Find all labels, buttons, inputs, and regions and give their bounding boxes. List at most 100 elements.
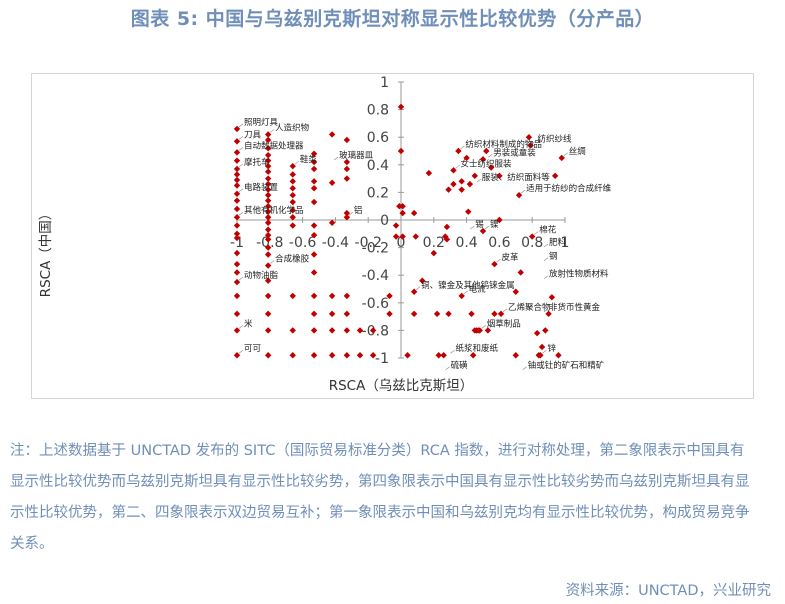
- data-point: [533, 329, 541, 337]
- annotation-leader: [348, 212, 354, 216]
- data-point: [369, 352, 377, 359]
- annotation-leader: [463, 290, 468, 295]
- data-point: [233, 230, 241, 237]
- data-point: [558, 154, 565, 162]
- data-point: [264, 136, 272, 144]
- x-axis-label: RSCA（乌兹比克斯坦）: [329, 378, 474, 394]
- annotation-label: 适用于纺纱的合成纤维: [526, 183, 612, 194]
- data-point: [443, 223, 451, 231]
- data-point: [410, 209, 418, 217]
- data-point: [471, 172, 478, 180]
- annotation-label: 鞋类: [300, 154, 318, 165]
- data-point: [491, 260, 498, 268]
- data-point: [419, 277, 426, 284]
- data-point: [264, 151, 272, 159]
- annotation-leader: [415, 286, 421, 291]
- data-point: [517, 269, 524, 276]
- data-point: [397, 103, 405, 111]
- x-tick-label: 1: [561, 235, 570, 251]
- data-point: [310, 327, 318, 334]
- data-point: [264, 292, 272, 300]
- data-point: [289, 178, 296, 185]
- x-tick-label: 0.4: [455, 235, 477, 251]
- data-point: [479, 156, 487, 163]
- data-point: [310, 222, 318, 229]
- annotation-label: 合成橡胶: [275, 254, 310, 265]
- x-tick-label: -1: [230, 235, 244, 251]
- data-point: [450, 180, 457, 188]
- annotation-leader: [269, 260, 275, 264]
- data-point: [410, 288, 418, 295]
- annotation-label: 男装或童装: [493, 147, 536, 158]
- data-point: [310, 251, 318, 258]
- data-point: [310, 150, 318, 157]
- x-tick-label: 0.8: [521, 235, 543, 251]
- data-point: [343, 327, 351, 334]
- x-tick-label: 0: [397, 235, 406, 251]
- data-point: [233, 292, 241, 300]
- data-point: [264, 214, 272, 221]
- annotation-leader: [333, 156, 339, 161]
- annotation-leader: [238, 136, 244, 140]
- data-point: [343, 165, 351, 173]
- annotation-leader: [238, 276, 244, 281]
- x-tick-label: -0.2: [355, 235, 382, 251]
- annotation-label: 皮革: [501, 252, 519, 263]
- data-point: [310, 310, 318, 318]
- data-point: [386, 292, 393, 300]
- data-point: [404, 352, 411, 359]
- annotation-leader: [238, 212, 244, 216]
- data-point: [310, 352, 318, 359]
- data-point: [397, 147, 405, 155]
- data-point: [289, 185, 296, 192]
- data-point: [484, 327, 492, 334]
- data-point: [264, 186, 272, 193]
- annotation-leader: [481, 325, 486, 329]
- annotation-leader: [488, 154, 493, 158]
- data-point: [289, 292, 296, 300]
- y-tick-label: -0.2: [362, 241, 389, 257]
- data-point: [392, 222, 400, 229]
- annotation-label: 铜、镍金及其他钨铼金属: [421, 280, 515, 291]
- annotation-label: 服装、纺织面料等: [482, 172, 551, 183]
- data-point: [512, 352, 519, 359]
- data-point: [264, 162, 272, 170]
- data-point: [433, 310, 441, 318]
- data-point: [496, 172, 503, 180]
- annotation-label: 铀或钍的矿石和精矿: [528, 360, 605, 371]
- data-point: [264, 244, 272, 251]
- data-point: [310, 269, 318, 276]
- annotation-label: 电流: [469, 284, 487, 295]
- annotation-label: 纺织纱线: [538, 133, 573, 144]
- x-tick-label: 0.6: [488, 235, 510, 251]
- data-point: [233, 125, 241, 133]
- annotation-leader: [520, 189, 526, 194]
- annotation-label: 铝: [354, 205, 363, 216]
- data-point: [264, 145, 272, 152]
- data-point: [310, 178, 318, 185]
- data-point: [512, 288, 519, 295]
- annotation-label: 人造织物: [275, 122, 310, 133]
- data-point: [233, 269, 241, 276]
- data-point: [328, 352, 336, 359]
- data-point: [328, 219, 336, 226]
- data-point: [392, 233, 400, 240]
- data-point: [497, 310, 505, 318]
- data-point: [455, 147, 462, 155]
- annotation-label: 非货币性黄金: [549, 302, 601, 313]
- annotation-leader: [460, 145, 465, 150]
- annotation-leader: [496, 258, 501, 263]
- data-point: [264, 203, 272, 210]
- data-point: [458, 178, 465, 185]
- annotation-leader: [238, 325, 244, 329]
- data-point: [289, 327, 296, 334]
- data-point: [233, 205, 241, 213]
- annotation-label: 玻璃器皿: [339, 150, 374, 161]
- data-point: [264, 180, 272, 188]
- annotation-label: 纺织材料制成的物品: [465, 139, 542, 150]
- data-point: [233, 197, 241, 204]
- data-point: [233, 214, 241, 221]
- data-point: [545, 310, 552, 318]
- data-point: [310, 231, 318, 239]
- data-point: [310, 165, 318, 173]
